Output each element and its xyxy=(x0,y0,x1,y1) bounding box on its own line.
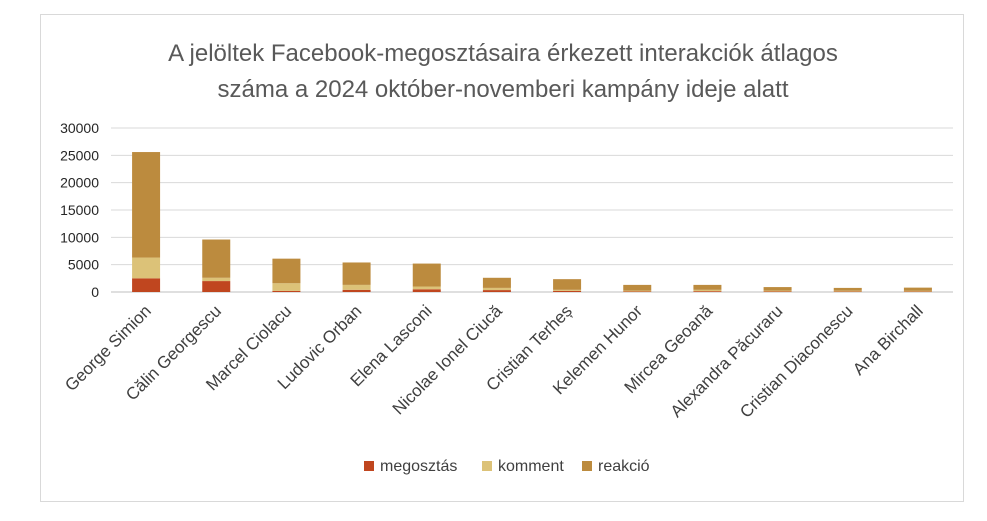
bar-segment xyxy=(202,239,231,278)
chart-title-line-1: A jelöltek Facebook-megosztásaira érkeze… xyxy=(168,40,838,67)
legend-swatch xyxy=(364,461,374,471)
bar-segment xyxy=(553,289,582,291)
bar-segment xyxy=(553,290,582,292)
bar-segment xyxy=(482,277,511,288)
chart-frame: A jelöltek Facebook-megosztásaira érkeze… xyxy=(40,14,964,502)
bar-segment xyxy=(903,287,932,291)
bar-segment xyxy=(342,262,371,285)
legend-label: megosztás xyxy=(380,458,457,475)
bar-segment xyxy=(132,257,161,279)
y-tick-label: 20000 xyxy=(60,175,99,191)
bar-segment xyxy=(412,286,441,290)
y-tick-label: 10000 xyxy=(60,229,99,245)
bar-segment xyxy=(412,289,441,292)
bar-segment xyxy=(272,290,301,292)
bar-segment xyxy=(833,290,862,292)
bar-segment xyxy=(202,281,231,292)
bar-segment xyxy=(623,284,652,291)
y-tick-label: 15000 xyxy=(60,202,99,218)
bar-segment xyxy=(693,284,722,290)
bar-segment xyxy=(202,277,231,282)
legend-label: komment xyxy=(498,458,564,475)
chart-title-line-2: száma a 2024 október-novemberi kampány i… xyxy=(218,76,789,103)
legend-swatch xyxy=(482,461,492,471)
bar-segment xyxy=(482,287,511,291)
bar-segment xyxy=(833,287,862,291)
bar-segment xyxy=(272,283,301,291)
legend-swatch xyxy=(582,461,592,471)
bar-segment xyxy=(272,258,301,284)
y-axis-ticks: 0 5000 10000 15000 20000 25000 30000 xyxy=(60,120,99,300)
y-tick-label: 0 xyxy=(91,284,99,300)
x-category-label: Ana Birchall xyxy=(849,301,927,379)
bar-segment xyxy=(693,291,722,292)
bar-segment xyxy=(693,289,722,292)
legend-label: reakció xyxy=(598,458,650,475)
bar-segment xyxy=(623,291,652,292)
bar-segment xyxy=(763,290,792,292)
bar-segment xyxy=(763,291,792,292)
bar-segment xyxy=(342,289,371,292)
bar-segment xyxy=(412,263,441,287)
bar-segment xyxy=(903,290,932,292)
bar-segment xyxy=(553,279,582,290)
bar-segment xyxy=(623,290,652,292)
gridlines xyxy=(111,127,953,293)
chart-svg: A jelöltek Facebook-megosztásaira érkeze… xyxy=(60,40,953,475)
y-tick-label: 25000 xyxy=(60,147,99,163)
bars xyxy=(132,152,932,292)
bar-segment xyxy=(482,290,511,292)
y-tick-label: 5000 xyxy=(68,257,99,273)
legend: megosztás komment reakció xyxy=(364,458,650,475)
bar-segment xyxy=(342,284,371,290)
y-tick-label: 30000 xyxy=(60,120,99,136)
bar-segment xyxy=(763,287,792,291)
bar-segment xyxy=(132,152,161,258)
bar-segment xyxy=(132,278,161,292)
